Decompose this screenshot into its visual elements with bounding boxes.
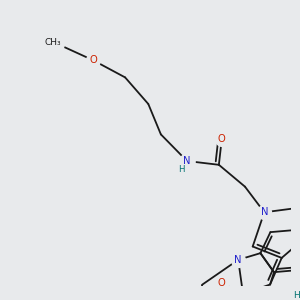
Text: CH₃: CH₃ [45, 38, 61, 46]
Text: N: N [260, 207, 268, 217]
Text: N: N [234, 255, 242, 265]
Text: O: O [89, 55, 97, 65]
Text: N: N [183, 156, 191, 166]
Text: H: H [293, 291, 300, 300]
Text: H: H [178, 165, 185, 174]
Text: O: O [218, 134, 226, 144]
Text: O: O [218, 278, 226, 288]
